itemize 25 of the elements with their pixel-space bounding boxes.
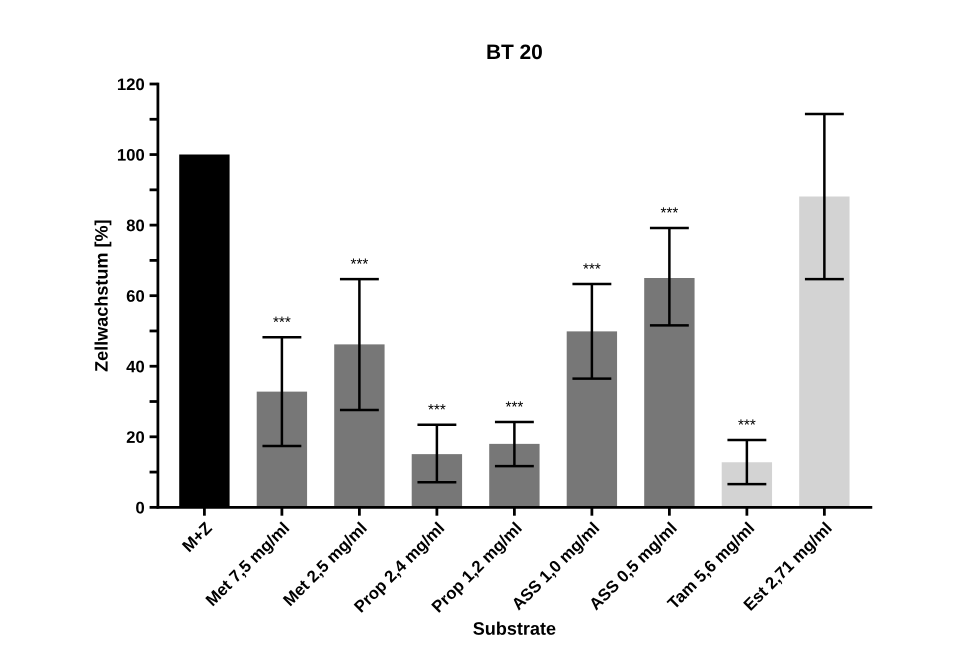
bar [799,196,850,508]
x-axis-title: Substrate [473,622,556,635]
bar [412,454,462,508]
bar [256,392,308,508]
annotation: *** [660,207,678,213]
bar [334,344,385,508]
bar [489,444,540,508]
annotation: *** [428,404,446,410]
y-tick-label: 0 [136,502,144,514]
annotation: *** [350,258,368,264]
bar [722,462,772,508]
annotation: *** [273,316,291,322]
annotation: *** [738,419,756,425]
bar [566,331,618,508]
y-tick-label: 120 [118,78,144,90]
y-tick-label: 80 [126,220,144,232]
y-tick-label: 100 [118,148,144,161]
bar [644,278,695,508]
y-tick-label: 40 [126,360,144,372]
y-axis-title: Zellwachstum [%] [94,220,112,372]
chart-title: BT 20 [487,44,542,60]
annotation: *** [506,401,524,407]
y-tick-label: 20 [126,431,144,444]
y-tick-label: 60 [126,290,144,302]
annotation: *** [583,263,601,269]
